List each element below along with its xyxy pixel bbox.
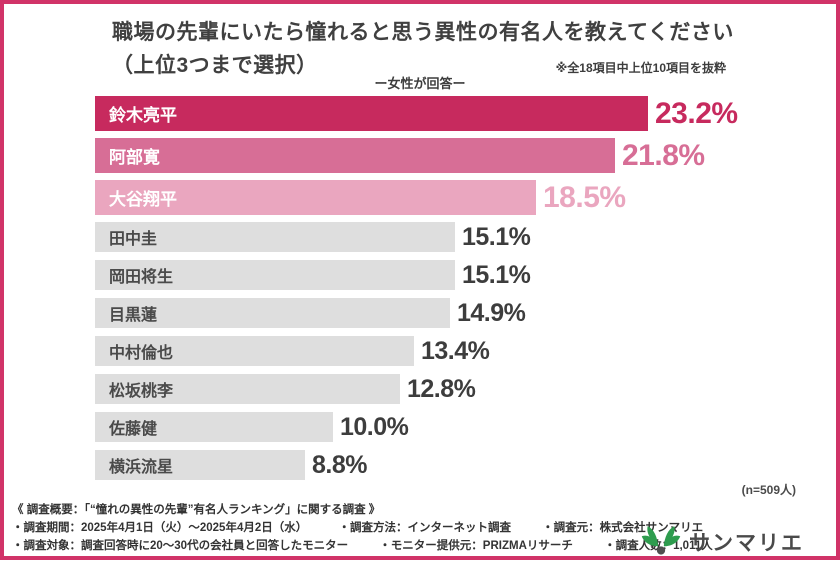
bar-value-label: 10.0%: [340, 412, 409, 441]
bar-chart: 鈴木亮平 23.2% 阿部寛 21.8% 大谷翔平 18.5% 田中圭 15.1% 岡田将生 15…: [95, 96, 815, 488]
bar-value-label: 21.8%: [622, 138, 705, 172]
extract-note: ※全18項目中上位10項目を抜粋: [555, 61, 726, 75]
survey-overview-line: 《 調査概要：「“憧れの異性の先輩”有名人ランキング」に関する調査 》: [12, 501, 713, 519]
bar: 横浜流星: [95, 450, 305, 480]
chart-bar-row: 鈴木亮平 23.2%: [95, 96, 815, 131]
chart-bar-row: 阿部寛 21.8%: [95, 138, 815, 173]
bar-category-label: 目黒蓮: [109, 307, 158, 324]
chart-bar-row: 佐藤健 10.0%: [95, 412, 815, 442]
bar-value-label: 18.5%: [543, 180, 626, 214]
chart-bar-row: 中村倫也 13.4%: [95, 336, 815, 366]
bar-category-label: 阿部寛: [109, 148, 160, 167]
survey-overview-text: 《 調査概要：「“憧れの異性の先輩”有名人ランキング」に関する調査 》: [12, 504, 381, 516]
bar-value-label: 12.8%: [407, 374, 476, 403]
chart-bar-row: 横浜流星 8.8%: [95, 450, 815, 480]
bar-category-label: 岡田将生: [109, 269, 174, 286]
chart-subtitle: ー女性が回答ー: [374, 76, 466, 91]
bar-category-label: 佐藤健: [109, 421, 158, 438]
logo-text: サンマリエ: [689, 531, 804, 555]
bar-value-label: 14.9%: [457, 298, 526, 327]
survey-respondents: ・調査人数：1,011人: [604, 540, 713, 552]
bar-category-label: 大谷翔平: [109, 190, 177, 209]
survey-source: ・調査元：株式会社サンマリエ: [542, 522, 704, 534]
bar-category-label: 松坂桃李: [109, 383, 174, 400]
bar-category-label: 田中圭: [109, 231, 158, 248]
chart-bar-row: 目黒蓮 14.9%: [95, 298, 815, 328]
bar-category-label: 横浜流星: [109, 459, 174, 476]
page-title-line1: 職場の先輩にいたら憧れると思う異性の有名人を教えてください: [112, 21, 734, 44]
bar: 大谷翔平: [95, 180, 536, 215]
leaf-pair-icon: [639, 521, 683, 562]
bar-category-label: 中村倫也: [109, 345, 174, 362]
sunmarie-logo: サンマリエ: [639, 521, 804, 562]
bar: 田中圭: [95, 222, 455, 252]
bar: 目黒蓮: [95, 298, 450, 328]
bar-value-label: 13.4%: [421, 336, 490, 365]
bar: 中村倫也: [95, 336, 414, 366]
page-title: 職場の先輩にいたら憧れると思う異性の有名人を教えてください （上位3つまで選択）: [112, 16, 734, 82]
survey-details-line2: ・調査対象：調査回答時に20～30代の会社員と回答したモニター ・モニター提供元…: [12, 537, 713, 555]
bar-value-label: 15.1%: [462, 260, 531, 289]
survey-monitor-provider: ・モニター提供元：PRIZMAリサーチ: [379, 540, 573, 552]
chart-bar-row: 松坂桃李 12.8%: [95, 374, 815, 404]
bar-value-label: 23.2%: [655, 96, 738, 130]
bar: 岡田将生: [95, 260, 455, 290]
survey-method: ・調査方法：インターネット調査: [338, 522, 511, 534]
bar-category-label: 鈴木亮平: [109, 106, 177, 125]
page-title-line2: （上位3つまで選択）: [112, 54, 318, 77]
bar: 佐藤健: [95, 412, 333, 442]
bar-value-label: 8.8%: [312, 450, 367, 479]
chart-bar-row: 岡田将生 15.1%: [95, 260, 815, 290]
bar: 阿部寛: [95, 138, 615, 173]
bar: 松坂桃李: [95, 374, 400, 404]
survey-period: ・調査期間：2025年4月1日（火）～2025年4月2日（水）: [12, 522, 308, 534]
survey-details-line1: ・調査期間：2025年4月1日（火）～2025年4月2日（水） ・調査方法：イン…: [12, 519, 713, 537]
bar-value-label: 15.1%: [462, 222, 531, 251]
chart-bar-row: 大谷翔平 18.5%: [95, 180, 815, 215]
bar: 鈴木亮平: [95, 96, 648, 131]
survey-footer: 《 調査概要：「“憧れの異性の先輩”有名人ランキング」に関する調査 》 ・調査期…: [12, 501, 713, 555]
sample-size-label: (n=509人): [741, 483, 796, 497]
chart-bar-row: 田中圭 15.1%: [95, 222, 815, 252]
survey-target: ・調査対象：調査回答時に20～30代の会社員と回答したモニター: [12, 540, 349, 552]
